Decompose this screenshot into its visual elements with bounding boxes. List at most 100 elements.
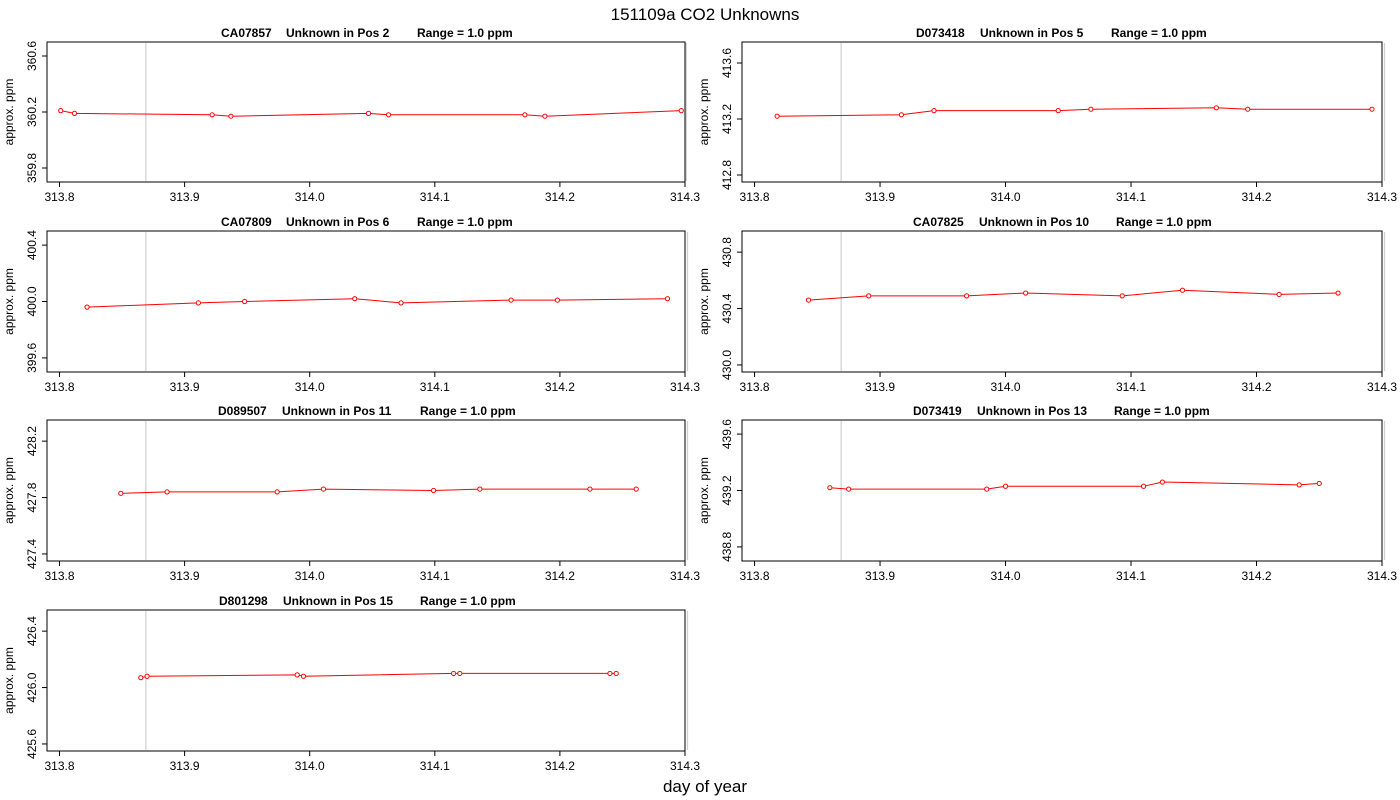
- data-point: [84, 304, 90, 310]
- y-tick-label: 426.0: [25, 672, 39, 702]
- panel-title-part: Range = 1.0 ppm: [420, 594, 516, 608]
- y-tick-label: 360.6: [25, 41, 39, 71]
- panel-title-part: CA07857: [221, 26, 272, 40]
- data-point: [774, 113, 780, 119]
- y-tick-label: 400.4: [25, 230, 39, 260]
- plot-frame: [46, 419, 686, 562]
- x-tick-label: 314.0: [295, 569, 325, 583]
- data-point: [1369, 106, 1375, 112]
- series-line: [808, 289, 1339, 301]
- data-point: [827, 485, 833, 491]
- x-tick-label: 314.2: [1241, 190, 1271, 204]
- x-tick-label: 314.3: [670, 569, 700, 583]
- x-tick-label: 314.0: [295, 380, 325, 394]
- panel-title-part: Unknown in Pos 13: [977, 404, 1087, 418]
- y-tick-label: 413.2: [720, 104, 734, 134]
- data-point: [508, 297, 514, 303]
- panel-title-part: Range = 1.0 ppm: [417, 26, 513, 40]
- data-point: [984, 486, 990, 492]
- y-tick-label: 430.0: [720, 350, 734, 380]
- data-point: [242, 298, 248, 305]
- y-tick-label: 400.0: [25, 286, 39, 316]
- plot-frame: [46, 609, 686, 752]
- series-line: [86, 298, 668, 308]
- panel-title-part: D073419: [913, 404, 962, 418]
- x-tick-label: 314.3: [1367, 190, 1397, 204]
- y-tick-label: 439.6: [720, 419, 734, 449]
- data-point: [144, 673, 150, 679]
- data-point: [866, 293, 872, 299]
- x-tick-label: 313.8: [740, 190, 770, 204]
- data-point: [607, 670, 613, 677]
- data-point: [664, 296, 671, 302]
- x-tick-label: 314.3: [670, 190, 700, 204]
- x-tick-label: 314.3: [1367, 380, 1397, 394]
- y-tick-label: 439.2: [720, 475, 734, 505]
- plot-frame: [46, 230, 686, 373]
- data-point: [633, 486, 639, 492]
- panel-6: D073419 Unknown in Pos 13 Range = 1.0 ppm a…: [697, 404, 1397, 583]
- data-point: [164, 489, 170, 495]
- y-tick-label: 426.4: [25, 616, 39, 646]
- panel-title-part: Unknown in Pos 2: [286, 26, 390, 40]
- x-tick-label: 314.0: [991, 569, 1021, 583]
- x-tick-label: 314.3: [670, 759, 700, 773]
- x-tick-label: 313.8: [740, 380, 770, 394]
- x-tick-label: 313.9: [865, 569, 895, 583]
- data-point: [385, 112, 392, 118]
- y-tick-label: 359.8: [25, 153, 39, 183]
- data-point: [1119, 293, 1125, 299]
- panel-title-part: CA07809: [221, 215, 272, 229]
- data-point: [138, 675, 144, 681]
- y-axis-label: approx. ppm: [2, 457, 16, 524]
- panel-7: D801298 Unknown in Pos 15 Range = 1.0 ppm a…: [2, 594, 700, 773]
- x-tick-label: 313.9: [170, 759, 200, 773]
- data-point: [1055, 108, 1061, 114]
- x-tick-label: 314.1: [420, 569, 450, 583]
- plot-frame: [741, 230, 1383, 373]
- panel-title-part: D089507: [218, 404, 267, 418]
- figure-x-axis-label: day of year: [663, 777, 747, 796]
- data-point: [1002, 483, 1009, 489]
- figure-title: 151109a CO2 Unknowns: [611, 5, 800, 24]
- y-tick-label: 438.8: [720, 532, 734, 562]
- panel-2: D073418 Unknown in Pos 5 Range = 1.0 ppm ap…: [697, 26, 1397, 204]
- data-point: [457, 670, 463, 677]
- data-point: [477, 486, 483, 492]
- panel-title-part: Range = 1.0 ppm: [1114, 404, 1210, 418]
- data-point: [1159, 479, 1165, 485]
- data-point: [398, 300, 404, 306]
- data-point: [931, 108, 937, 114]
- data-point: [1088, 106, 1094, 112]
- data-point: [1296, 482, 1302, 488]
- x-tick-label: 313.8: [44, 190, 74, 204]
- data-point: [1316, 480, 1322, 487]
- data-point: [430, 487, 437, 494]
- panel-title-part: D801298: [219, 594, 268, 608]
- x-tick-label: 314.1: [1116, 380, 1146, 394]
- plot-frame: [741, 41, 1383, 183]
- data-point: [678, 108, 684, 114]
- plot-frame: [741, 419, 1383, 562]
- x-tick-label: 314.1: [420, 759, 450, 773]
- data-point: [522, 112, 528, 118]
- y-axis-label: approx. ppm: [697, 268, 711, 335]
- data-point: [1023, 290, 1029, 296]
- panel-title-part: Range = 1.0 ppm: [1116, 215, 1212, 229]
- y-axis-label: approx. ppm: [2, 647, 16, 714]
- panel-title-part: Unknown in Pos 5: [980, 26, 1084, 40]
- data-point: [587, 486, 593, 492]
- data-point: [1245, 106, 1251, 112]
- data-point: [542, 113, 548, 119]
- x-tick-label: 314.3: [670, 380, 700, 394]
- x-tick-label: 313.8: [740, 569, 770, 583]
- x-tick-label: 314.3: [1367, 569, 1397, 583]
- y-tick-label: 412.8: [720, 160, 734, 190]
- data-point: [274, 489, 280, 495]
- data-point: [195, 300, 201, 306]
- series-line: [777, 107, 1372, 117]
- panel-title-part: Range = 1.0 ppm: [420, 404, 516, 418]
- x-tick-label: 313.8: [44, 759, 74, 773]
- data-point: [964, 293, 970, 299]
